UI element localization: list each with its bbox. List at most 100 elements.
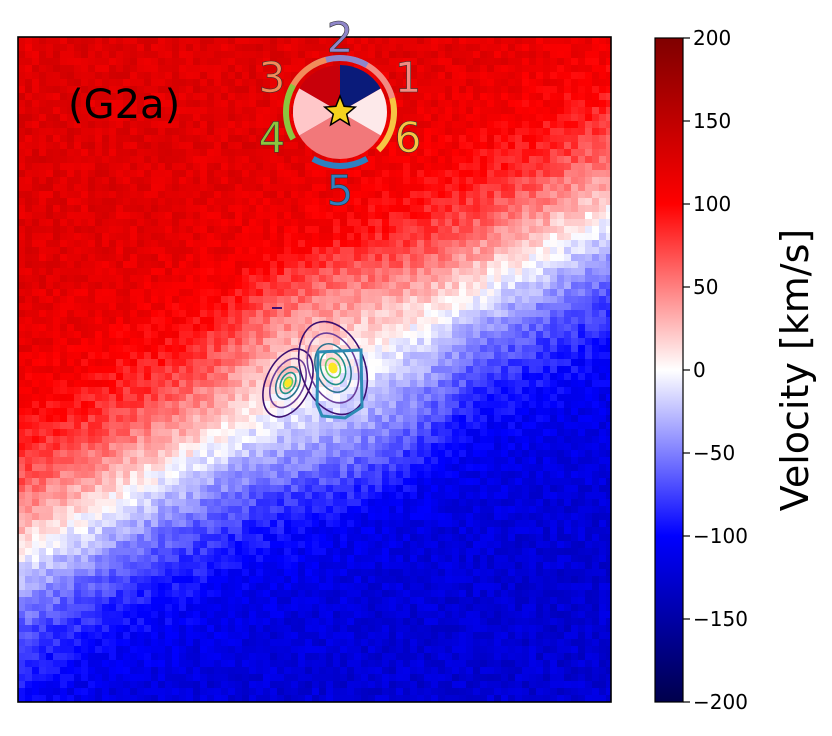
heatmap-cell <box>438 177 446 185</box>
heatmap-cell <box>221 219 229 227</box>
heatmap-cell <box>46 100 54 108</box>
heatmap-cell <box>557 114 565 122</box>
heatmap-cell <box>137 184 145 192</box>
heatmap-cell <box>207 51 215 59</box>
heatmap-cell <box>74 401 82 409</box>
heatmap-cell <box>137 317 145 325</box>
heatmap-cell <box>242 422 250 430</box>
heatmap-cell <box>326 303 334 311</box>
heatmap-cell <box>95 149 103 157</box>
heatmap-cell <box>417 37 425 45</box>
heatmap-cell <box>109 289 117 297</box>
heatmap-cell <box>235 240 243 248</box>
heatmap-cell <box>529 338 537 346</box>
heatmap-cell <box>501 359 509 367</box>
heatmap-cell <box>102 72 110 80</box>
heatmap-cell <box>270 261 278 269</box>
heatmap-cell <box>298 380 306 388</box>
heatmap-cell <box>102 233 110 241</box>
heatmap-cell <box>18 51 26 59</box>
heatmap-cell <box>109 443 117 451</box>
heatmap-cell <box>130 142 138 150</box>
heatmap-cell <box>32 317 40 325</box>
heatmap-cell <box>452 100 460 108</box>
heatmap-cell <box>543 205 551 213</box>
heatmap-cell <box>599 177 607 185</box>
heatmap-cell <box>158 184 166 192</box>
heatmap-cell <box>543 240 551 248</box>
heatmap-cell <box>200 170 208 178</box>
heatmap-cell <box>396 100 404 108</box>
heatmap-cell <box>39 310 47 318</box>
heatmap-cell <box>382 310 390 318</box>
heatmap-cell <box>228 282 236 290</box>
heatmap-cell <box>81 184 89 192</box>
heatmap-cell <box>18 429 26 437</box>
heatmap-cell <box>18 121 26 129</box>
heatmap-cell <box>403 373 411 381</box>
heatmap-cell <box>242 296 250 304</box>
heatmap-cell <box>298 254 306 262</box>
heatmap-cell <box>550 233 558 241</box>
heatmap-cell <box>165 114 173 122</box>
heatmap-cell <box>557 198 565 206</box>
heatmap-cell <box>137 303 145 311</box>
heatmap-cell <box>459 226 467 234</box>
heatmap-cell <box>452 156 460 164</box>
heatmap-cell <box>529 303 537 311</box>
heatmap-cell <box>228 170 236 178</box>
heatmap-cell <box>284 191 292 199</box>
heatmap-cell <box>144 317 152 325</box>
heatmap-cell <box>550 282 558 290</box>
heatmap-cell <box>137 282 145 290</box>
heatmap-cell <box>277 100 285 108</box>
heatmap-cell <box>256 177 264 185</box>
heatmap-cell <box>606 121 611 129</box>
heatmap-cell <box>529 415 537 423</box>
heatmap-cell <box>501 380 509 388</box>
heatmap-cell <box>88 289 96 297</box>
heatmap-cell <box>53 156 61 164</box>
heatmap-cell <box>165 296 173 304</box>
heatmap-cell <box>606 324 611 332</box>
heatmap-cell <box>466 268 474 276</box>
heatmap-cell <box>543 303 551 311</box>
heatmap-cell <box>179 289 187 297</box>
heatmap-cell <box>354 443 362 451</box>
heatmap-cell <box>333 51 341 59</box>
heatmap-cell <box>564 415 572 423</box>
heatmap-cell <box>550 268 558 276</box>
heatmap-cell <box>592 135 600 143</box>
heatmap-cell <box>459 44 467 52</box>
heatmap-cell <box>585 65 593 73</box>
heatmap-cell <box>277 156 285 164</box>
heatmap-cell <box>158 408 166 416</box>
heatmap-cell <box>319 254 327 262</box>
heatmap-cell <box>375 170 383 178</box>
heatmap-cell <box>564 86 572 94</box>
heatmap-cell <box>487 93 495 101</box>
heatmap-cell <box>228 205 236 213</box>
heatmap-cell <box>382 324 390 332</box>
heatmap-cell <box>263 121 271 129</box>
heatmap-cell <box>263 275 271 283</box>
heatmap-cell <box>403 289 411 297</box>
heatmap-cell <box>424 205 432 213</box>
heatmap-cell <box>193 422 201 430</box>
heatmap-cell <box>487 282 495 290</box>
heatmap-cell <box>284 37 292 45</box>
heatmap-cell <box>599 324 607 332</box>
heatmap-cell <box>74 198 82 206</box>
heatmap-cell <box>389 366 397 374</box>
heatmap-cell <box>277 128 285 136</box>
heatmap-cell <box>515 191 523 199</box>
heatmap-cell <box>81 429 89 437</box>
heatmap-cell <box>109 254 117 262</box>
heatmap-cell <box>214 93 222 101</box>
heatmap-cell <box>543 170 551 178</box>
heatmap-cell <box>242 233 250 241</box>
heatmap-cell <box>137 366 145 374</box>
heatmap-cell <box>368 401 376 409</box>
heatmap-cell <box>515 219 523 227</box>
heatmap-cell <box>200 338 208 346</box>
